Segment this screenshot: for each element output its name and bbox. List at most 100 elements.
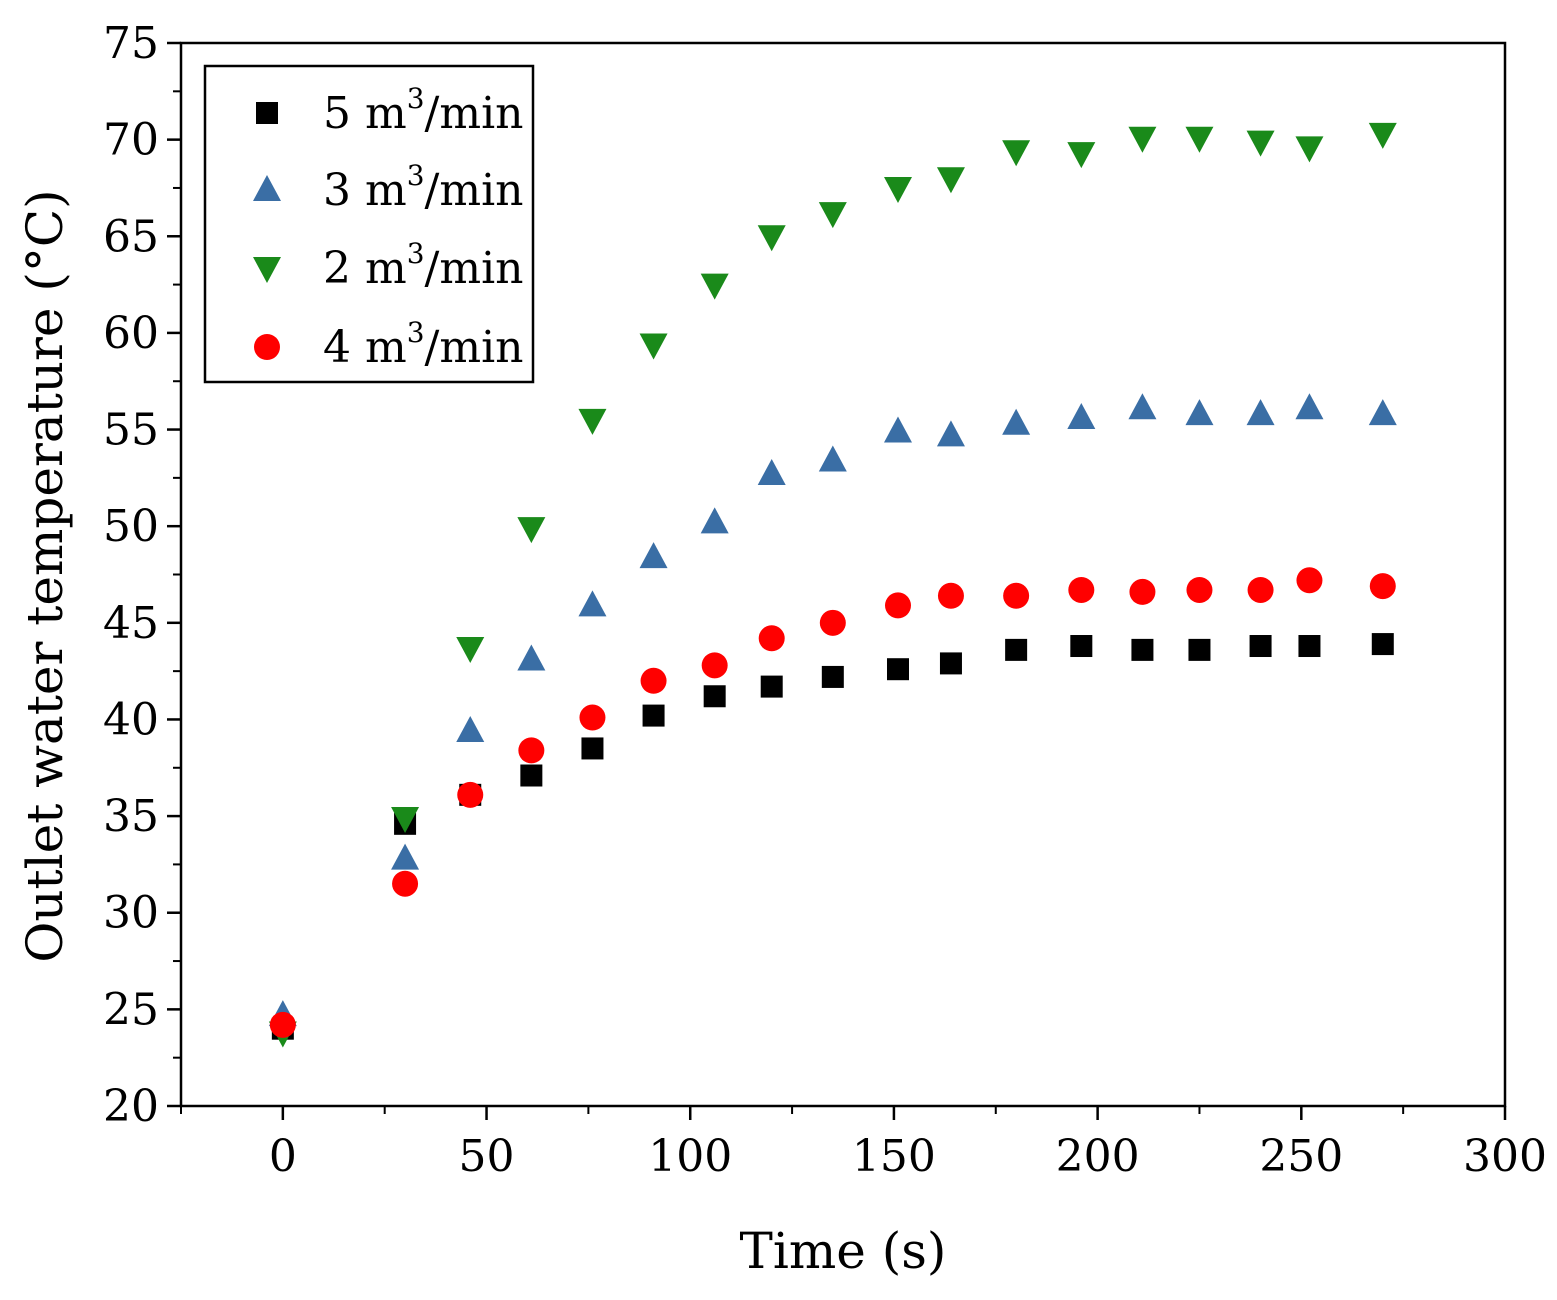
data-point xyxy=(1246,399,1275,426)
y-tick-label: 35 xyxy=(103,791,159,842)
legend-label: 4 m3/min xyxy=(323,316,524,373)
data-point xyxy=(1368,122,1397,149)
data-point xyxy=(1185,399,1214,426)
data-point xyxy=(818,445,847,472)
data-point xyxy=(517,517,546,544)
data-point xyxy=(1298,635,1321,658)
data-point xyxy=(936,167,965,194)
data-point xyxy=(760,675,783,698)
x-axis: 0 50 100 150 200 250 300 xyxy=(180,1106,1547,1182)
data-point xyxy=(391,807,420,834)
data-point xyxy=(1068,576,1095,603)
data-point xyxy=(1186,576,1213,603)
data-point xyxy=(642,704,665,727)
data-point xyxy=(1247,576,1274,603)
data-point xyxy=(884,592,911,619)
data-point xyxy=(1246,130,1275,157)
data-point xyxy=(581,737,604,760)
data-point xyxy=(936,420,965,447)
series-square xyxy=(271,633,1394,1040)
data-point xyxy=(821,665,844,688)
data-point xyxy=(1128,393,1157,420)
data-point xyxy=(1005,638,1028,661)
y-tick-label: 45 xyxy=(103,598,159,649)
data-point xyxy=(703,685,726,708)
data-point xyxy=(757,225,786,252)
data-point xyxy=(456,636,485,663)
legend-label: 5 m3/min xyxy=(323,82,524,139)
y-tick-label: 65 xyxy=(103,211,159,262)
legend-label: 2 m3/min xyxy=(323,237,524,294)
data-point xyxy=(883,416,912,443)
data-point xyxy=(1368,399,1397,426)
data-point xyxy=(1070,635,1093,658)
x-tick-label: 100 xyxy=(648,1131,732,1182)
legend-entry: 5 m3/min xyxy=(256,82,524,139)
y-axis: 20 25 30 35 40 45 50 55 60 65 70 75 xyxy=(103,18,181,1132)
data-point xyxy=(640,667,667,694)
x-tick-label: 50 xyxy=(459,1131,515,1182)
data-point xyxy=(818,202,847,229)
data-point xyxy=(269,1011,296,1038)
data-point xyxy=(639,542,668,569)
legend-marker xyxy=(254,334,280,360)
y-tick-label: 50 xyxy=(103,501,159,552)
data-point xyxy=(700,507,729,534)
x-tick-label: 150 xyxy=(852,1131,936,1182)
data-point xyxy=(392,870,419,897)
x-tick-label: 200 xyxy=(1056,1131,1140,1182)
y-tick-label: 70 xyxy=(103,115,159,166)
data-point xyxy=(701,652,728,679)
data-point xyxy=(1295,136,1324,163)
data-point xyxy=(757,458,786,485)
y-axis-title: Outlet water temperature (°C) xyxy=(16,189,74,962)
data-point xyxy=(520,764,543,787)
legend-entry: 2 m3/min xyxy=(253,237,524,294)
data-point xyxy=(819,609,846,636)
data-point xyxy=(1067,402,1096,429)
x-tick-label: 0 xyxy=(269,1131,297,1182)
data-point xyxy=(1002,140,1031,167)
legend-marker xyxy=(256,102,278,124)
data-point xyxy=(937,582,964,609)
data-point xyxy=(457,781,484,808)
data-point xyxy=(883,176,912,203)
data-point xyxy=(578,408,607,435)
legend-entry: 4 m3/min xyxy=(254,316,524,373)
data-point xyxy=(391,843,420,870)
series-triangle-down xyxy=(268,122,1397,1048)
data-point xyxy=(1296,567,1323,594)
data-point xyxy=(518,737,545,764)
data-point xyxy=(1249,635,1272,658)
x-tick-label: 250 xyxy=(1259,1131,1343,1182)
data-point xyxy=(1002,408,1031,435)
y-tick-label: 20 xyxy=(103,1081,159,1132)
y-tick-label: 55 xyxy=(103,405,159,456)
data-point xyxy=(1188,638,1211,661)
data-point xyxy=(700,273,729,300)
y-tick-label: 30 xyxy=(103,888,159,939)
data-point xyxy=(886,658,909,681)
data-point xyxy=(517,644,546,671)
data-point xyxy=(456,716,485,743)
y-tick-label: 25 xyxy=(103,984,159,1035)
data-point xyxy=(639,333,668,360)
data-point xyxy=(1067,142,1096,169)
legend-label: 3 m3/min xyxy=(323,159,524,216)
data-point xyxy=(1185,126,1214,153)
legend: 5 m3/min 3 m3/min 2 m3/min 4 m3/min xyxy=(203,64,535,384)
data-point xyxy=(1129,578,1156,605)
data-point xyxy=(1003,582,1030,609)
series-circle xyxy=(269,567,1396,1038)
legend-marker xyxy=(253,257,281,283)
data-point xyxy=(579,704,606,731)
y-tick-label: 75 xyxy=(103,18,159,69)
x-axis-title: Time (s) xyxy=(740,1222,947,1280)
data-point xyxy=(1369,573,1396,600)
data-point xyxy=(1371,633,1394,656)
data-point xyxy=(1131,638,1154,661)
y-tick-label: 60 xyxy=(103,308,159,359)
data-point xyxy=(1295,393,1324,420)
data-point xyxy=(939,652,962,675)
data-point xyxy=(758,625,785,652)
